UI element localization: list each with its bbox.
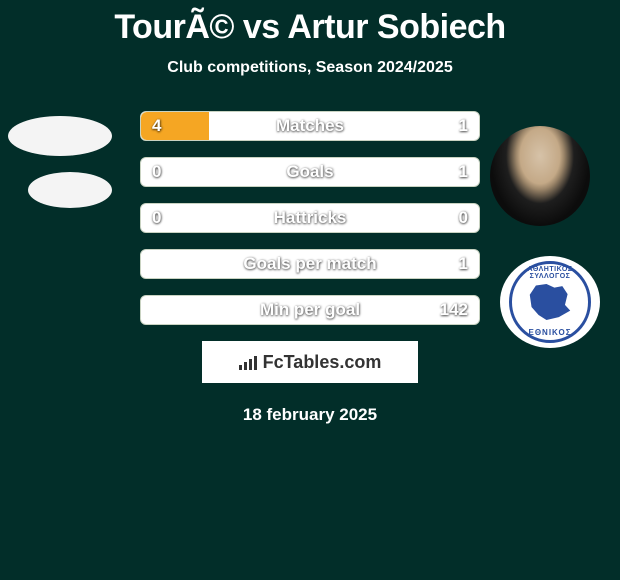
bars-icon xyxy=(239,354,257,370)
stat-track xyxy=(140,249,480,279)
badge-text-bottom: ΕΘΝΙΚΟΣ xyxy=(512,328,588,337)
brand-watermark: FcTables.com xyxy=(202,341,418,383)
date-label: 18 february 2025 xyxy=(0,405,620,425)
stat-row: Hattricks00 xyxy=(140,203,480,233)
stat-row: Matches41 xyxy=(140,111,480,141)
stats-comparison: Matches41 Goals01 Hattricks00 Goals per mat… xyxy=(0,111,620,325)
subtitle: Club competitions, Season 2024/2025 xyxy=(0,59,620,77)
stat-row: Min per goal142 xyxy=(140,295,480,325)
stat-row: Goals per match1 xyxy=(140,249,480,279)
stat-track xyxy=(140,295,480,325)
stat-track xyxy=(140,111,480,141)
stat-fill-left xyxy=(141,112,209,140)
page-title: TourÃ© vs Artur Sobiech xyxy=(0,0,620,47)
stat-track xyxy=(140,203,480,233)
stat-track xyxy=(140,157,480,187)
stat-row: Goals01 xyxy=(140,157,480,187)
brand-text: FcTables.com xyxy=(263,352,382,373)
